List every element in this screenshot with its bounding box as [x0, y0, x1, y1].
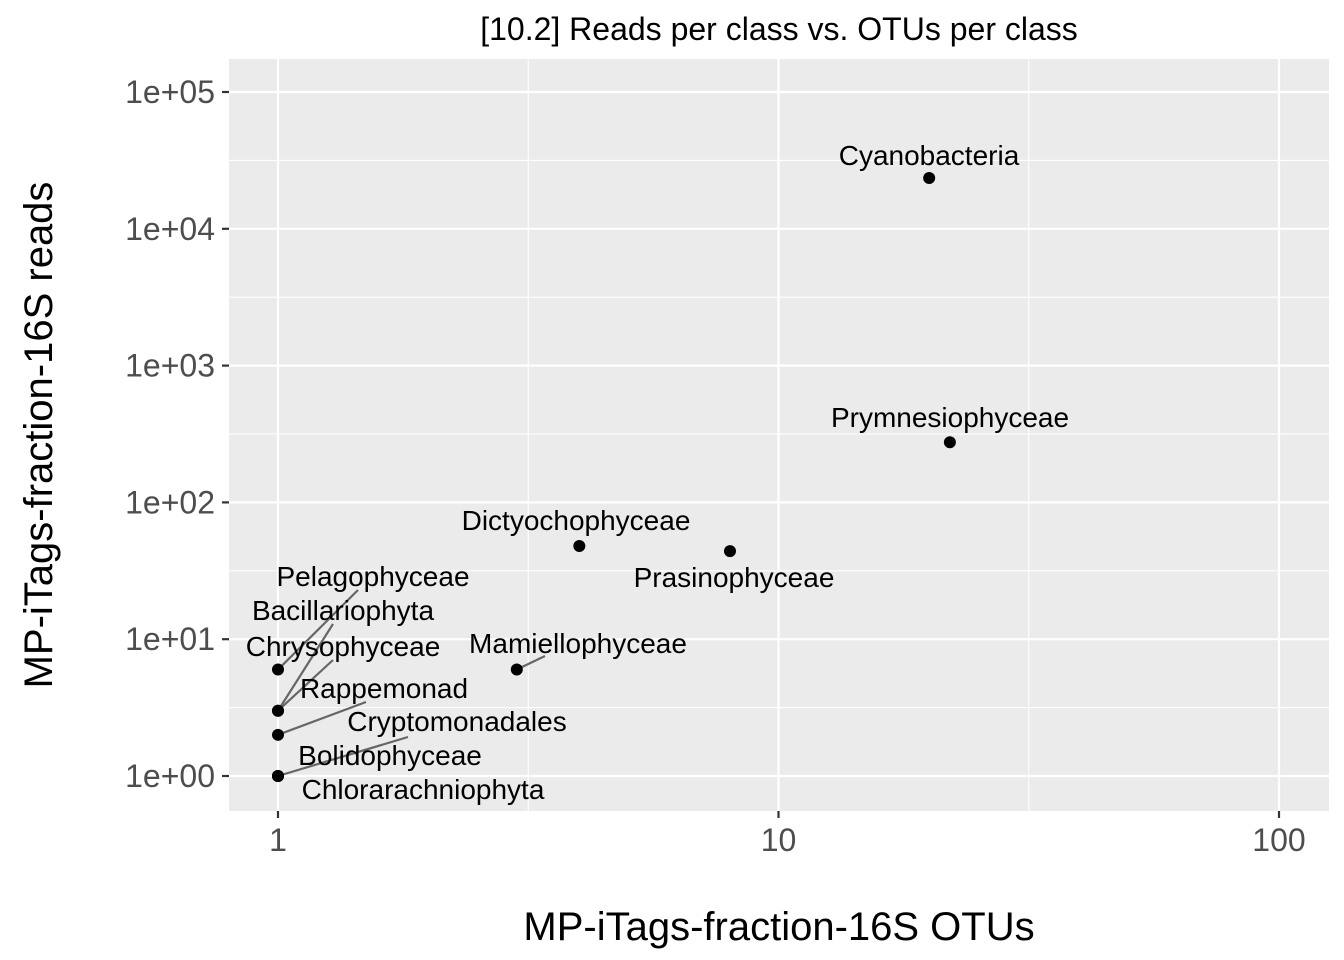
- point-label: Mamiellophyceae: [469, 628, 687, 659]
- data-point: [723, 545, 736, 558]
- data-point: [510, 663, 523, 676]
- y-tick-label: 1e+05: [125, 74, 215, 110]
- leader-line: [277, 589, 359, 671]
- leader-line: [277, 659, 334, 712]
- x-tick-label: 100: [1252, 822, 1305, 858]
- point-label: Bacillariophyta: [252, 595, 435, 626]
- data-point: [272, 728, 284, 741]
- leader-line: [277, 735, 409, 778]
- data-point: [573, 540, 586, 553]
- y-tick-label: 1e+04: [125, 211, 215, 247]
- chart-title: [10.2] Reads per class vs. OTUs per clas…: [480, 11, 1078, 47]
- point-label: Bolidophyceae: [298, 740, 482, 771]
- y-axis-title: MP-iTags-fraction-16S reads: [17, 182, 61, 689]
- axes: 1 10 100 1e+00 1e+01 1e+02 1e+03 1e+04 1e+05: [125, 74, 1306, 858]
- data-point: [272, 704, 284, 717]
- y-tick-label: 1e+01: [125, 621, 215, 657]
- data-points: [272, 172, 956, 782]
- point-label: Pelagophyceae: [276, 561, 469, 592]
- x-tick-label: 10: [761, 822, 797, 858]
- x-axis-title: MP-iTags-fraction-16S OTUs: [523, 905, 1034, 949]
- point-label: Chlorarachniophyta: [302, 774, 545, 805]
- y-tick-label: 1e+03: [125, 348, 215, 384]
- point-labels: Cyanobacteria Prymnesiophyceae Dictyochoph…: [246, 140, 1069, 805]
- data-point: [923, 172, 936, 185]
- leader-line: [277, 700, 367, 736]
- point-label: Cryptomonadales: [347, 706, 566, 737]
- leader-line: [277, 623, 334, 712]
- point-label: Dictyochophyceae: [462, 505, 691, 536]
- point-label: Cyanobacteria: [839, 140, 1020, 171]
- label-leader-lines: [277, 589, 546, 778]
- data-point: [943, 436, 956, 449]
- data-point: [272, 770, 284, 782]
- y-tick-label: 1e+02: [125, 484, 215, 520]
- x-tick-label: 1: [269, 822, 287, 858]
- point-label: Rappemonad: [300, 673, 468, 704]
- y-tick-label: 1e+00: [125, 758, 215, 794]
- point-label: Prymnesiophyceae: [831, 402, 1069, 433]
- major-gridlines: [229, 59, 1329, 811]
- point-label: Prasinophyceae: [634, 562, 835, 593]
- data-point: [272, 663, 284, 676]
- point-label: Chrysophyceae: [246, 631, 441, 662]
